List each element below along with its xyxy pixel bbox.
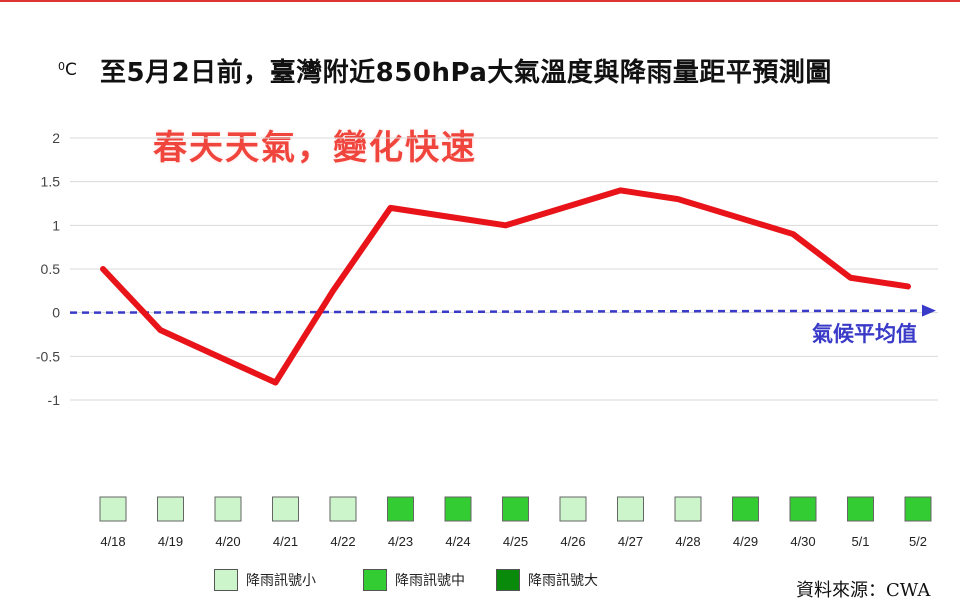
rain-signal-box-medium xyxy=(732,496,759,522)
x-tick-label: 5/1 xyxy=(851,534,869,549)
climatology-dashed-line xyxy=(69,309,923,314)
temperature-point xyxy=(273,380,278,386)
temperature-point xyxy=(790,231,796,237)
rain-signal-box-medium xyxy=(502,496,529,522)
climatology-label: 氣候平均值 xyxy=(812,322,917,346)
y-tick-label: -0.5 xyxy=(36,348,60,364)
rain-signal-box-small xyxy=(329,496,357,522)
rain-signal-boxes xyxy=(99,496,932,522)
y-tick-labels: 2 1.5 1 0.5 0 -0.5 -1 xyxy=(36,130,60,408)
temperature-point xyxy=(215,353,221,359)
rain-signal-box-small xyxy=(214,496,242,522)
x-tick-label: 4/24 xyxy=(445,534,470,549)
temperature-point xyxy=(445,214,451,220)
climatology-arrowhead xyxy=(922,304,936,317)
legend-swatch-small xyxy=(214,569,238,591)
temperature-point xyxy=(905,283,911,289)
x-tick-label: 4/29 xyxy=(733,534,758,549)
grid-lines xyxy=(70,137,938,401)
x-tick-label: 4/21 xyxy=(273,534,298,549)
x-tick-label: 4/23 xyxy=(388,534,413,549)
temperature-point xyxy=(675,196,681,202)
legend-item-large: 降雨訊號大 xyxy=(496,567,598,593)
temperature-point xyxy=(848,275,853,281)
chart-title: 至5月2日前，臺灣附近850hPa大氣溫度與降雨量距平預測圖 xyxy=(100,58,832,88)
unit-superscript: 0 xyxy=(58,60,65,73)
rain-signal-box-medium xyxy=(904,496,932,522)
x-tick-label: 4/22 xyxy=(330,534,355,549)
x-tick-label: 4/18 xyxy=(100,534,125,549)
legend-item-medium: 降雨訊號中 xyxy=(363,567,465,593)
legend-swatch-medium xyxy=(363,569,387,591)
temperature-point xyxy=(503,222,508,228)
x-tick-label: 4/26 xyxy=(560,534,585,549)
rain-signal-box-small xyxy=(674,496,702,522)
source-credit: 資料來源：CWA xyxy=(796,580,931,601)
rain-signal-box-medium xyxy=(847,496,874,522)
temperature-point xyxy=(388,205,393,211)
temperature-point xyxy=(733,214,738,220)
climatology-reference-line xyxy=(69,304,936,317)
temperature-point xyxy=(618,187,623,193)
rain-signal-box-small xyxy=(272,496,299,522)
x-tick-label: 4/20 xyxy=(215,534,240,549)
rain-signal-box-medium xyxy=(444,496,472,522)
y-tick-label: 0.5 xyxy=(41,261,61,277)
legend-label-small: 降雨訊號小 xyxy=(246,573,316,589)
rain-signal-box-medium xyxy=(387,496,414,522)
unit-text: C xyxy=(65,60,77,80)
x-tick-label: 4/27 xyxy=(618,534,643,549)
legend-label-medium: 降雨訊號中 xyxy=(395,573,465,589)
x-tick-label: 4/25 xyxy=(503,534,528,549)
x-tick-label: 4/30 xyxy=(790,534,815,549)
x-tick-label: 4/28 xyxy=(675,534,700,549)
rain-signal-box-small xyxy=(617,496,644,522)
y-tick-label: 2 xyxy=(52,130,60,146)
y-tick-label: 1.5 xyxy=(41,174,61,190)
rain-signal-box-small xyxy=(559,496,587,522)
legend-item-small: 降雨訊號小 xyxy=(214,567,316,593)
y-tick-label: 0 xyxy=(52,305,60,321)
top-border-line xyxy=(0,0,960,2)
rain-signal-box-small xyxy=(99,496,127,522)
banner-text: 春天天氣，變化快速 xyxy=(153,128,477,168)
temperature-point xyxy=(560,205,566,211)
y-tick-label: -1 xyxy=(48,392,61,408)
temperature-point xyxy=(100,266,106,272)
legend-swatch-large xyxy=(496,569,520,591)
temperature-series xyxy=(100,187,911,386)
rain-signal-box-medium xyxy=(789,496,817,522)
temperature-point xyxy=(330,288,336,294)
temperature-point xyxy=(158,327,163,333)
rain-signal-box-small xyxy=(157,496,184,522)
temperature-line xyxy=(100,187,911,386)
x-tick-label: 5/2 xyxy=(909,534,927,549)
y-tick-label: 1 xyxy=(52,217,60,233)
x-tick-label: 4/19 xyxy=(158,534,183,549)
x-tick-labels: 4/18 4/19 4/20 4/21 4/22 4/23 4/24 4/25 4/26 4/27… xyxy=(100,534,927,549)
y-unit-label: 0C xyxy=(58,60,77,80)
legend-label-large: 降雨訊號大 xyxy=(528,573,598,589)
